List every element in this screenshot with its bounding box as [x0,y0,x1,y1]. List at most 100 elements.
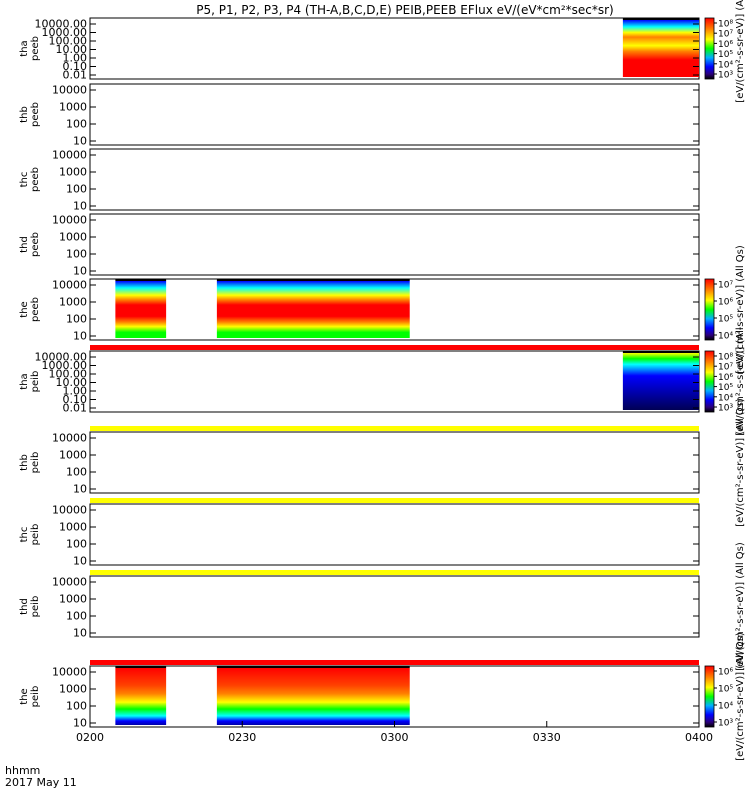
panel-ylabel-probe: the [19,688,30,704]
colorbar-tick-label: 10⁶ [718,668,733,678]
ytick-label: 0.10 [63,393,88,406]
colorbar-tick-label: 10⁴ [718,702,733,712]
ytick-label: 10 [73,200,87,213]
spectrogram-block [115,668,167,725]
colorbar-tick-label: 10³ [718,404,733,414]
ytick-label: 10000 [52,84,87,97]
ytick-label: 1000 [59,296,87,309]
panel-the-peib: 10000 1000 100 10 the peib 10⁶ 10⁵ 10⁴ 10³ [eV/(cm… [19,632,746,761]
panel-ylabel-product: peib [30,452,41,474]
spectrogram-block [216,281,410,338]
panel-frame [89,575,700,638]
panel-ylabel-product: peib [30,596,41,618]
ytick-label: 1000 [59,449,87,462]
ytick-label: 1000 [59,521,87,534]
panel-ylabel-product: peib [30,686,41,708]
date-caption: 2017 May 11 [5,776,77,789]
panel-frame [89,350,700,413]
panel-ylabel-product: peib [30,524,41,546]
quality-flag-bar [90,345,699,350]
colorbar-tick-label: 10³ [718,719,733,729]
colorbar-label: [eV/(cm²-s-sr-eV)] (All Qs) [735,398,746,527]
ytick-label: 10000.00 [35,18,88,31]
ytick-label: 1000 [59,683,87,696]
ytick-label: 10000 [52,504,87,517]
colorbar-tick-label: 10³ [718,71,733,81]
colorbar-tick-label: 10⁷ [718,363,733,373]
ytick-label: 10 [73,135,87,148]
colorbar-tick-label: 10⁴ [718,393,733,403]
colorbar-tick-label: 10⁵ [718,685,733,695]
xtick-label: 0330 [533,731,561,744]
ytick-label: 100 [66,313,87,326]
ytick-label: 10000 [52,279,87,292]
quality-flag-bar [90,570,699,575]
panel-ylabel-product: peeb [30,36,41,61]
panel-ylabel-product: peeb [30,102,41,127]
ytick-label: 10000 [52,214,87,227]
panel-frame [89,213,700,276]
ytick-label: 10.00 [56,376,88,389]
panel-ylabel-product: peib [30,371,41,393]
colorbar-tick-label: 10⁸ [718,20,733,30]
ytick-label: 10.00 [56,43,88,56]
colorbar [704,17,715,80]
spectrogram-block [622,20,699,77]
panel-ylabel-product: peeb [30,297,41,322]
colorbar-tick-label: 10⁵ [718,50,733,60]
colorbar-tick-label: 10⁴ [718,332,733,342]
ytick-label: 10 [73,483,87,496]
ytick-label: 100 [66,183,87,196]
ytick-label: 100 [66,610,87,623]
colorbar-tick-label: 10⁶ [718,373,733,383]
ytick-label: 10 [73,265,87,278]
ytick-label: 10000 [52,576,87,589]
ytick-label: 1000 [59,593,87,606]
colorbar [704,278,715,341]
ytick-label: 10 [73,717,87,730]
quality-flag-bar [90,498,699,503]
colorbar-tick-label: 10⁵ [718,383,733,393]
panel-ylabel-probe: thd [19,236,30,253]
ytick-label: 100.00 [49,368,88,381]
ytick-label: 10000 [52,666,87,679]
ytick-label: 100 [66,248,87,261]
ytick-label: 100 [66,118,87,131]
panel-thc-peib: 10000 1000 100 10 thc peib [19,503,700,568]
panel-ylabel-probe: thb [19,106,30,123]
colorbar-tick-label: 10⁶ [718,40,733,50]
panel-thd-peeb: 10000 1000 100 10 thd peeb [19,213,700,278]
ytick-label: 10 [73,627,87,640]
colorbar-label: [eV/(cm²-s-sr-eV)] (All Qs) [735,632,746,761]
spectrogram-block [216,668,410,725]
colorbar-tick-label: 10⁶ [718,298,733,308]
panel-the-peeb: 10000 1000 100 10 the peeb 10⁷ 10⁶ 10⁵ 10⁴ [eV/(cm… [19,245,746,374]
ytick-label: 0.01 [63,69,88,82]
ytick-label: 10 [73,330,87,343]
ytick-label: 10000 [52,432,87,445]
panel-thc-peeb: 10000 1000 100 10 thc peeb [19,148,700,213]
figure-title: P5, P1, P2, P3, P4 (TH-A,B,C,D,E) PEIB,P… [196,3,613,17]
colorbar-label: [eV/(cm²-s-sr-eV)] (All Qs) [735,542,746,671]
panel-frame [89,17,700,80]
colorbar [704,350,715,413]
xtick-label: 0300 [381,731,409,744]
colorbar-tick-label: 10⁴ [718,60,733,70]
ytick-label: 100.00 [49,35,88,48]
panel-ylabel-probe: thb [19,454,30,471]
colorbar-label: [eV/(cm²-s-sr-eV)] (All Qs) [735,245,746,374]
quality-flag-bar [90,660,699,665]
colorbar-tick-label: 10⁷ [718,281,733,291]
panel-ylabel-probe: tha [19,40,30,56]
ytick-label: 1000.00 [42,26,88,39]
ytick-label: 100 [66,700,87,713]
colorbar-label: [eV/(cm²-s-sr-eV)] (All [735,327,746,435]
panel-ylabel-product: peeb [30,167,41,192]
ytick-label: 100 [66,538,87,551]
panel-frame [89,431,700,494]
panel-ylabel-probe: thc [19,527,30,543]
ytick-label: 1.00 [63,52,88,65]
ytick-label: 1.00 [63,385,88,398]
